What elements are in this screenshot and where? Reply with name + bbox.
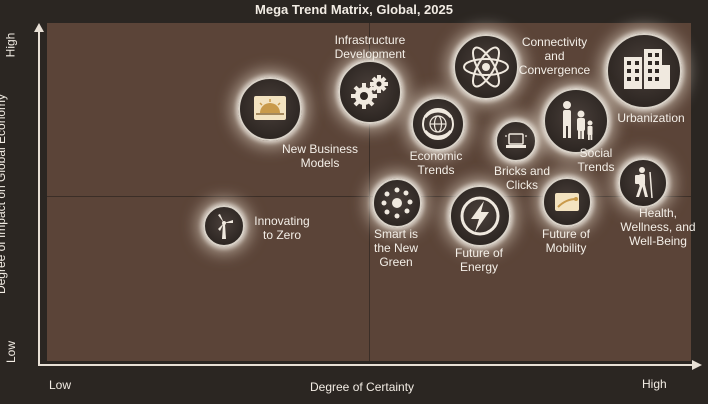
trend-label: Future of Energy (454, 246, 504, 274)
atom-icon (453, 34, 519, 100)
trend-label: Connectivity and Convergence (518, 35, 591, 77)
x-axis-line (38, 364, 693, 366)
trend-label: Infrastructure Development (334, 33, 406, 61)
trend-label: Innovating to Zero (254, 214, 310, 242)
smart-dots-icon (372, 178, 422, 228)
vertical-quadrant-line (369, 23, 370, 361)
buildings-icon (606, 33, 682, 109)
wind-turbine-icon (203, 205, 245, 247)
chart-title: Mega Trend Matrix, Global, 2025 (255, 2, 453, 17)
y-axis-arrow (34, 23, 44, 32)
x-axis-arrow (692, 360, 702, 370)
hiker-icon (618, 158, 668, 208)
y-axis-low-label: Low (4, 340, 19, 364)
trend-label: Social Trends (577, 146, 615, 174)
x-axis-high-label: High (642, 377, 667, 391)
gears-icon (338, 60, 402, 124)
lightning-icon (449, 185, 511, 247)
y-axis-title: Degree of Impact on Global Economy (0, 93, 9, 295)
trend-label: Urbanization (617, 111, 685, 125)
family-icon (543, 88, 609, 154)
trend-label: Health, Wellness, and Well-Being (620, 206, 696, 248)
mobility-icon (542, 177, 592, 227)
trend-label: Smart is the New Green (373, 227, 419, 269)
x-axis-title: Degree of Certainty (310, 380, 415, 394)
globe-icon (411, 97, 465, 151)
sunrise-icon (238, 77, 302, 141)
trend-label: Bricks and Clicks (493, 164, 551, 192)
x-axis-low-label: Low (49, 378, 72, 392)
trend-label: Economic Trends (409, 149, 463, 177)
trend-label: New Business Models (281, 142, 359, 170)
trend-label: Future of Mobility (541, 227, 591, 255)
y-axis-high-label: High (3, 32, 18, 58)
y-axis-line (38, 30, 40, 364)
laptop-icon (495, 120, 537, 162)
